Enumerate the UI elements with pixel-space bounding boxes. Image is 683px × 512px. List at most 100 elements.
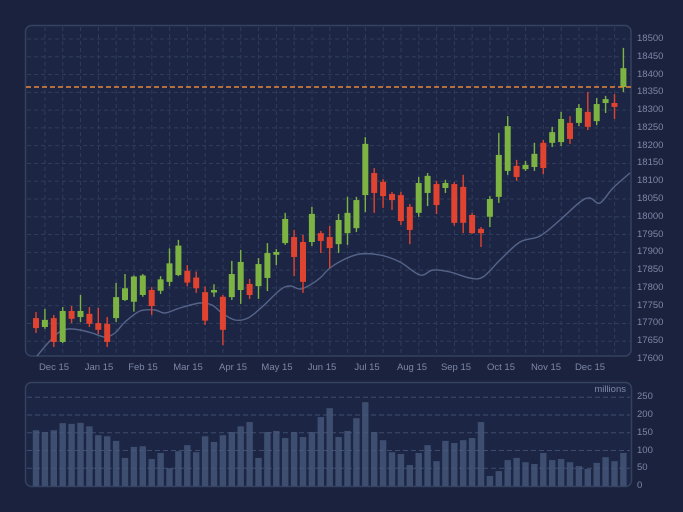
candle-body bbox=[326, 237, 333, 249]
candle-up bbox=[362, 137, 369, 213]
date-tick: Dec 15 bbox=[38, 362, 70, 373]
volume-bar bbox=[326, 408, 333, 486]
candle-body bbox=[166, 263, 173, 282]
candle-up bbox=[575, 104, 582, 127]
candle-down bbox=[478, 227, 484, 247]
candle-body bbox=[451, 184, 458, 223]
price-tick: 18100 bbox=[637, 175, 664, 186]
candle-up bbox=[549, 126, 556, 148]
candle-body bbox=[219, 296, 226, 330]
candle-up bbox=[237, 249, 244, 304]
candle-down bbox=[184, 265, 191, 287]
volume-bar bbox=[210, 441, 218, 486]
volume-bar bbox=[77, 422, 84, 486]
candle-down bbox=[246, 279, 253, 299]
candle-body bbox=[104, 323, 111, 342]
candle-up bbox=[415, 176, 422, 217]
candle-body bbox=[584, 111, 591, 127]
date-tick: Aug 15 bbox=[396, 362, 428, 373]
candle-up bbox=[558, 111, 565, 147]
candle-up bbox=[442, 179, 449, 193]
volume-bar bbox=[415, 452, 422, 486]
candle-body bbox=[255, 264, 262, 287]
price-tick: 18150 bbox=[637, 157, 664, 168]
candle-down bbox=[406, 203, 413, 245]
volume-bar bbox=[255, 457, 262, 486]
volume-bar bbox=[557, 459, 565, 486]
volume-tick: 50 bbox=[637, 462, 648, 473]
volume-bar bbox=[273, 430, 280, 486]
candle-down bbox=[540, 139, 547, 175]
volume-bar bbox=[68, 423, 75, 486]
price-tick: 17600 bbox=[637, 353, 664, 364]
volume-tick: 250 bbox=[637, 391, 653, 402]
volume-bar bbox=[219, 435, 227, 486]
candle-down bbox=[148, 287, 155, 315]
price-tick: 18000 bbox=[637, 211, 664, 222]
volume-bar bbox=[371, 432, 378, 486]
moving-average-line bbox=[36, 172, 631, 357]
candle-body bbox=[130, 276, 137, 302]
volume-tick: 200 bbox=[637, 409, 653, 420]
volume-bar bbox=[549, 460, 556, 486]
volume-bar bbox=[228, 432, 235, 486]
candle-up bbox=[228, 260, 235, 300]
volume-unit-label: millions bbox=[594, 384, 626, 395]
candle-down bbox=[193, 271, 200, 293]
volume-bar bbox=[575, 466, 583, 486]
candle-up bbox=[273, 249, 280, 266]
candle-body bbox=[273, 251, 280, 255]
candle-up bbox=[130, 275, 137, 312]
price-tick: 17700 bbox=[637, 317, 664, 328]
candle-down bbox=[513, 159, 520, 181]
volume-bar bbox=[112, 440, 120, 486]
candle-body bbox=[300, 242, 306, 282]
volume-tick: 100 bbox=[637, 445, 653, 456]
volume-bar bbox=[50, 430, 57, 486]
candle-up bbox=[620, 47, 627, 92]
candle-down bbox=[371, 168, 378, 213]
candle-up bbox=[211, 284, 217, 297]
date-tick: Oct 15 bbox=[487, 362, 515, 373]
candle-up bbox=[486, 196, 493, 228]
candle-body bbox=[486, 199, 493, 217]
volume-bar bbox=[130, 446, 138, 486]
volume-bars bbox=[32, 402, 627, 486]
candle-body bbox=[353, 200, 360, 229]
price-tick: 18200 bbox=[637, 140, 664, 151]
date-tick: Dec 15 bbox=[574, 362, 606, 373]
candle-body bbox=[59, 311, 66, 342]
candle-down bbox=[317, 231, 324, 254]
volume-bar bbox=[290, 432, 298, 486]
volume-bar bbox=[41, 432, 49, 486]
candle-down bbox=[104, 317, 111, 347]
candle-body bbox=[246, 283, 253, 295]
candle-body bbox=[237, 261, 244, 291]
volume-bar bbox=[486, 476, 494, 486]
candle-body bbox=[504, 126, 511, 171]
moving-average-path bbox=[36, 172, 631, 357]
candle-body bbox=[406, 206, 413, 230]
candle-up bbox=[122, 274, 128, 302]
volume-bar bbox=[566, 462, 574, 486]
candle-up bbox=[157, 276, 164, 294]
candle-down bbox=[469, 212, 476, 234]
volume-bar bbox=[264, 432, 271, 486]
volume-bar bbox=[59, 423, 66, 486]
volume-bar bbox=[148, 459, 155, 486]
candle-body bbox=[540, 142, 547, 169]
candle-down bbox=[95, 307, 102, 335]
volume-bar bbox=[184, 445, 191, 486]
candle-down bbox=[451, 181, 458, 226]
candle-body bbox=[380, 181, 387, 197]
candle-down bbox=[584, 91, 591, 131]
candle-body bbox=[291, 237, 298, 257]
volume-bar bbox=[602, 457, 609, 486]
candle-body bbox=[424, 175, 431, 193]
candle-down bbox=[300, 234, 306, 293]
candle-up bbox=[504, 116, 511, 175]
date-tick: Jan 15 bbox=[84, 362, 114, 373]
candle-down bbox=[389, 191, 395, 211]
volume-bar bbox=[335, 436, 342, 486]
